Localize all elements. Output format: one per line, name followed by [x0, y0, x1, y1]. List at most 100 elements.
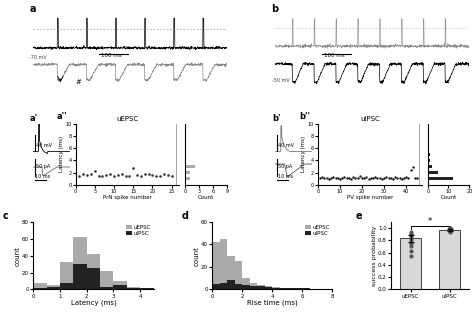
Text: b': b': [272, 114, 280, 123]
Point: [409, 164, 417, 169]
Point: [114, 173, 122, 178]
Point: [325, 176, 333, 181]
Point: [407, 241, 414, 246]
Point: [137, 173, 145, 178]
Point: [95, 174, 102, 179]
Point: [407, 244, 414, 249]
Point: [129, 165, 137, 170]
Title: uEPSC: uEPSC: [117, 116, 138, 122]
Point: [334, 176, 342, 181]
Bar: [113, 281, 127, 289]
Point: [446, 225, 454, 231]
Bar: [185, 177, 190, 180]
Legend: uEPSC, uIPSC: uEPSC, uIPSC: [126, 225, 151, 236]
Point: [367, 175, 374, 180]
Bar: [127, 288, 140, 289]
Bar: [212, 242, 219, 289]
Bar: [265, 287, 272, 289]
Bar: [100, 271, 113, 289]
Point: [385, 176, 392, 181]
Text: c: c: [3, 211, 9, 220]
Point: [398, 176, 406, 181]
X-axis label: Latency (ms): Latency (ms): [71, 300, 116, 307]
Bar: [73, 237, 87, 289]
Text: 100 ms: 100 ms: [324, 53, 345, 58]
Point: [80, 172, 87, 177]
Y-axis label: Latency (ms): Latency (ms): [301, 136, 306, 172]
X-axis label: Rise time (ms): Rise time (ms): [247, 300, 298, 307]
Bar: [33, 283, 46, 289]
Y-axis label: count: count: [193, 246, 200, 266]
Point: [405, 176, 412, 181]
Point: [102, 173, 110, 178]
Point: [374, 175, 381, 180]
Bar: [428, 177, 453, 180]
X-axis label: Count: Count: [440, 195, 456, 200]
Point: [76, 173, 83, 178]
Point: [126, 173, 133, 178]
Point: [347, 176, 355, 181]
Point: [329, 174, 337, 179]
Bar: [73, 264, 87, 289]
Point: [446, 227, 454, 232]
Bar: [295, 288, 302, 289]
Text: #: #: [76, 80, 82, 86]
Point: [407, 167, 414, 172]
Bar: [428, 171, 438, 174]
Bar: [265, 286, 272, 289]
Point: [323, 175, 330, 180]
Bar: [127, 287, 140, 289]
Bar: [257, 285, 265, 289]
Title: uIPSC: uIPSC: [360, 116, 380, 122]
Point: [407, 253, 414, 258]
Point: [106, 171, 114, 176]
Point: [396, 176, 403, 181]
Bar: [140, 288, 154, 289]
Bar: [46, 285, 60, 289]
Point: [400, 175, 408, 180]
Bar: [280, 288, 287, 289]
Bar: [219, 239, 227, 289]
Point: [446, 229, 454, 234]
Bar: [219, 283, 227, 289]
Bar: [302, 288, 310, 289]
Bar: [257, 286, 265, 289]
Point: [446, 226, 454, 231]
Point: [83, 173, 91, 178]
Point: [356, 173, 364, 178]
Text: 10 ms: 10 ms: [278, 174, 293, 178]
Point: [383, 174, 390, 179]
Point: [352, 175, 359, 180]
Point: [378, 176, 386, 181]
Bar: [400, 238, 421, 289]
Point: [319, 174, 326, 179]
Text: b: b: [272, 4, 279, 14]
Point: [338, 175, 346, 180]
Point: [122, 174, 129, 179]
Y-axis label: Latency (ms): Latency (ms): [59, 136, 64, 172]
Bar: [46, 287, 60, 289]
X-axis label: Count: Count: [198, 195, 214, 200]
Text: 40 mV: 40 mV: [36, 142, 52, 148]
Bar: [60, 283, 73, 289]
Point: [349, 174, 357, 179]
Point: [407, 235, 414, 240]
Point: [118, 172, 126, 177]
Point: [168, 173, 175, 178]
Point: [316, 175, 324, 180]
Bar: [428, 153, 430, 156]
Bar: [227, 256, 235, 289]
Point: [369, 176, 377, 181]
Y-axis label: success probability: success probability: [372, 225, 377, 286]
Point: [160, 172, 168, 177]
Bar: [280, 288, 287, 289]
Point: [413, 176, 421, 181]
Text: -70 mV: -70 mV: [29, 55, 47, 60]
Y-axis label: count: count: [15, 246, 21, 266]
Bar: [272, 287, 280, 289]
Text: 100 ms: 100 ms: [101, 53, 122, 58]
Text: -50 mV: -50 mV: [272, 78, 289, 83]
Point: [354, 176, 361, 181]
Point: [360, 176, 368, 181]
Bar: [242, 285, 250, 289]
